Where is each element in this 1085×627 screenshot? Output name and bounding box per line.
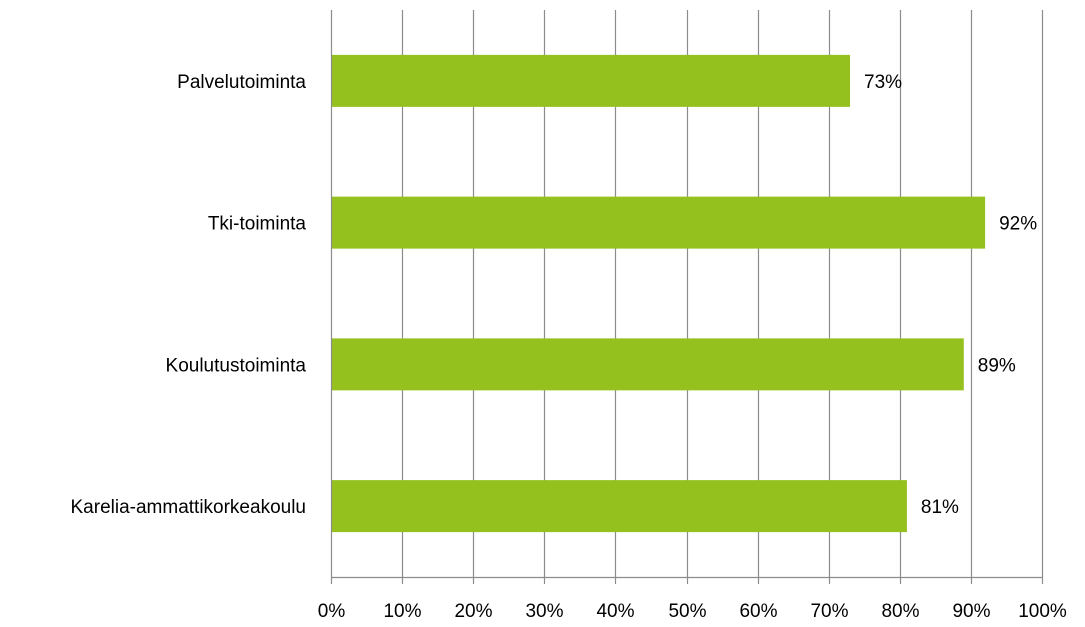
bar: [331, 480, 907, 532]
category-label: Tki-toiminta: [208, 214, 307, 235]
x-tick-label: 40%: [596, 601, 634, 622]
bar: [331, 338, 964, 390]
x-tick-label: 0%: [318, 601, 346, 622]
data-label: 92%: [999, 214, 1037, 235]
category-label: Koulutustoiminta: [166, 355, 307, 376]
x-tick-label: 80%: [881, 601, 919, 622]
bar: [331, 197, 985, 249]
x-tick-label: 100%: [1018, 601, 1067, 622]
category-label: Karelia-ammattikorkeakoulu: [71, 497, 307, 518]
data-label: 89%: [978, 355, 1016, 376]
x-tick-label: 60%: [739, 601, 777, 622]
x-tick-label: 70%: [810, 601, 848, 622]
category-label: Palvelutoiminta: [177, 72, 306, 93]
x-tick-label: 30%: [525, 601, 563, 622]
x-tick-label: 20%: [454, 601, 492, 622]
data-label: 73%: [864, 72, 902, 93]
data-label: 81%: [921, 497, 959, 518]
bar: [331, 55, 850, 107]
x-tick-label: 10%: [383, 601, 421, 622]
x-tick-label: 50%: [668, 601, 706, 622]
bars: [331, 55, 985, 532]
x-tick-label: 90%: [952, 601, 990, 622]
